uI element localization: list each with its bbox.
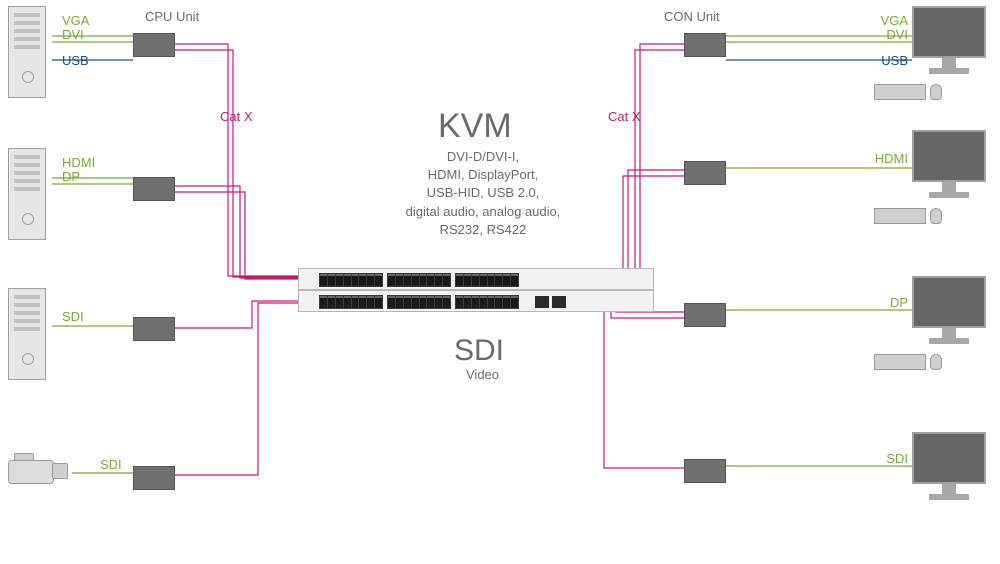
sdi-title: SDI [454, 334, 504, 367]
source-pc-1 [8, 6, 46, 98]
con-extender-2 [684, 161, 726, 185]
sdi-subtitle: Video [466, 368, 499, 382]
target-monitor-3 [912, 276, 986, 348]
source-2-signal-2: DP [62, 170, 80, 184]
target-1-aux: USB [870, 54, 908, 68]
source-3-signal-1: SDI [62, 310, 84, 324]
source-4-signal-1: SDI [100, 458, 122, 472]
kvm-switch-bottom [298, 290, 654, 312]
source-camera [8, 450, 68, 494]
target-kbm-3 [874, 352, 948, 372]
source-pc-2 [8, 148, 46, 240]
target-monitor-1 [912, 6, 986, 78]
target-monitor-2 [912, 130, 986, 202]
con-unit-label: CON Unit [664, 10, 720, 24]
source-pc-3 [8, 288, 46, 380]
target-monitor-4 [912, 432, 986, 504]
kvm-title: KVM [438, 108, 512, 145]
source-1-signal-2: DVI [62, 28, 84, 42]
cpu-extender-4 [133, 466, 175, 490]
target-3-signal-1: DP [870, 296, 908, 310]
con-extender-3 [684, 303, 726, 327]
target-1-signal-2: DVI [870, 28, 908, 42]
target-2-signal-1: HDMI [854, 152, 908, 166]
con-extender-1 [684, 33, 726, 57]
cpu-unit-label: CPU Unit [145, 10, 199, 24]
target-kbm-1 [874, 82, 948, 102]
cpu-extender-2 [133, 177, 175, 201]
mgmt-port-2 [552, 296, 566, 308]
con-extender-4 [684, 459, 726, 483]
target-4-signal-1: SDI [870, 452, 908, 466]
cpu-extender-1 [133, 33, 175, 57]
cpu-extender-3 [133, 317, 175, 341]
kvm-subtitle: DVI-D/DVI-I, HDMI, DisplayPort, USB-HID,… [398, 148, 568, 239]
source-1-aux: USB [62, 54, 89, 68]
mgmt-port-1 [535, 296, 549, 308]
kvm-switch-top [298, 268, 654, 290]
target-kbm-2 [874, 206, 948, 226]
catx-right-label: Cat X [608, 110, 641, 124]
catx-left-label: Cat X [220, 110, 253, 124]
